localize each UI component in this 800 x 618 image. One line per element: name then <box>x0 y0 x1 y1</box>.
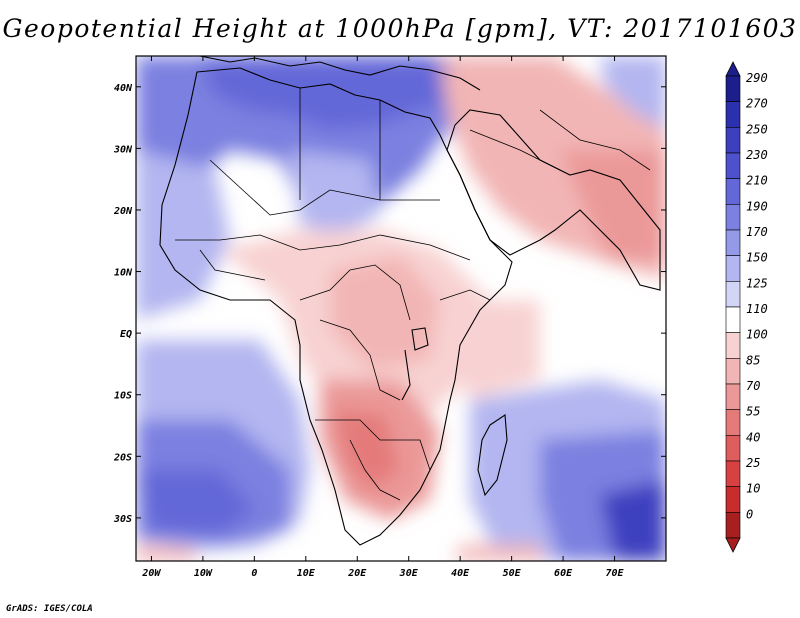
field-blobs <box>136 56 666 561</box>
lon-tick-label: 10E <box>297 568 316 579</box>
border-libya-egypt <box>379 100 440 201</box>
colorbar-label: 270 <box>746 97 768 111</box>
colorbar-label: 25 <box>746 456 760 470</box>
border-botswana <box>349 439 401 501</box>
colorbar-swatch <box>725 435 741 462</box>
colorbar-label: 170 <box>746 225 768 239</box>
colorbar-label: 190 <box>746 199 768 213</box>
border-east-africa <box>439 289 491 301</box>
madagascar-coastline <box>477 414 508 497</box>
colorbar-label: 100 <box>746 328 768 342</box>
arabia-coastline <box>446 109 661 291</box>
lon-tick-label: 40E <box>451 568 470 579</box>
colorbar-swatch <box>725 332 741 359</box>
field-blob-central-africa-low <box>330 255 440 370</box>
lake-tanganyika <box>401 349 411 401</box>
border-iran <box>539 109 651 171</box>
lon-tick-label: 50E <box>503 568 522 579</box>
lat-tick-label: 30S <box>113 514 132 525</box>
border-maghreb <box>209 159 381 216</box>
colorbar-label: 85 <box>746 353 760 367</box>
colorbar-label: 210 <box>746 174 768 188</box>
field-blob-atlantic-high <box>136 150 230 320</box>
field-blob-southeast-low <box>455 545 545 561</box>
coastlines <box>159 56 661 546</box>
colorbar-label: 40 <box>746 430 760 444</box>
colorbar-swatch <box>725 460 741 487</box>
lat-tick-label: 40N <box>114 83 133 94</box>
lat-tick-label: 10S <box>114 391 132 402</box>
colorbar-swatch <box>725 281 741 308</box>
colorbar-bottom-arrow <box>725 537 741 553</box>
border-congo <box>319 319 401 401</box>
border-middle-east <box>469 129 561 171</box>
colorbar-label: 230 <box>746 148 768 162</box>
colorbar-label: 0 <box>746 507 753 521</box>
colorbar: 2902702502302101901701501251101008570554… <box>725 61 768 553</box>
field-blob-mediterranean-high <box>200 56 460 130</box>
lat-axis: 40N 30N 20N 10N EQ 10S 20S 30S <box>113 83 666 525</box>
lon-tick-label: 60E <box>554 568 573 579</box>
colorbar-label: 150 <box>746 251 768 265</box>
field-blob-india-low <box>560 150 666 260</box>
field-blob-central-asia-high <box>600 56 666 130</box>
colorbar-swatch <box>725 152 741 179</box>
country-borders <box>175 88 651 501</box>
lon-tick-label: 20E <box>347 568 367 579</box>
colorbar-label: 290 <box>746 71 768 85</box>
field-blob-kalahari-low <box>335 410 400 490</box>
colorbar-swatch <box>725 178 741 205</box>
colorbar-swatch <box>725 75 741 102</box>
lat-tick-label: 30N <box>113 144 133 155</box>
mediterranean-north-coast <box>199 56 481 91</box>
lat-tick-label: EQ <box>120 329 132 340</box>
lon-tick-label: 0 <box>251 568 257 579</box>
colorbar-swatch <box>725 229 741 256</box>
field-blob-north-sea-low <box>430 56 560 80</box>
field-blob-south-atlantic-core <box>140 470 255 535</box>
colorbar-swatch <box>725 101 741 128</box>
credit-label: GrADS: IGES/COLA <box>6 604 93 614</box>
colorbar-swatch <box>725 383 741 410</box>
colorbar-label: 125 <box>746 276 768 290</box>
colorbar-swatch <box>725 306 741 333</box>
field-blob-south-indian-core <box>600 480 666 561</box>
plot-frame <box>135 55 667 562</box>
border-central-africa <box>299 264 411 321</box>
lake-victoria <box>411 327 429 351</box>
lon-tick-label: 70E <box>606 568 625 579</box>
border-west-africa <box>199 249 266 281</box>
colorbar-label: 10 <box>746 482 760 496</box>
field-blob-southwest-low <box>136 545 200 561</box>
field-blob-east-african-coast <box>440 300 540 400</box>
height-field <box>136 56 666 561</box>
colorbar-swatch <box>725 204 741 231</box>
lat-tick-label: 10N <box>114 268 133 279</box>
colorbar-top-arrow <box>725 61 741 77</box>
lon-axis: 20W 10W 0 10E 20E 30E 40E 50E 60E 70E <box>141 56 625 579</box>
colorbar-label: 250 <box>746 122 768 136</box>
colorbar-swatch <box>725 358 741 385</box>
africa-coastline <box>159 67 513 546</box>
colorbar-swatch <box>725 512 741 539</box>
colorbar-label: 70 <box>746 379 760 393</box>
border-southern-africa <box>315 419 431 471</box>
colorbar-swatch <box>725 255 741 282</box>
border-sahel <box>175 234 471 261</box>
colorbar-label: 55 <box>746 405 760 419</box>
field-blob-sahara-high <box>290 150 380 235</box>
lon-tick-label: 20W <box>141 568 161 579</box>
lat-tick-label: 20S <box>113 452 132 463</box>
map-title: Geopotential Height at 1000hPa [gpm], VT… <box>2 14 798 43</box>
lon-tick-label: 10W <box>194 568 213 579</box>
colorbar-swatch <box>725 486 741 513</box>
lat-tick-label: 20N <box>113 206 133 217</box>
colorbar-swatch <box>725 409 741 436</box>
lon-tick-label: 30E <box>399 568 419 579</box>
colorbar-swatch <box>725 127 741 154</box>
colorbar-label: 110 <box>746 302 768 316</box>
